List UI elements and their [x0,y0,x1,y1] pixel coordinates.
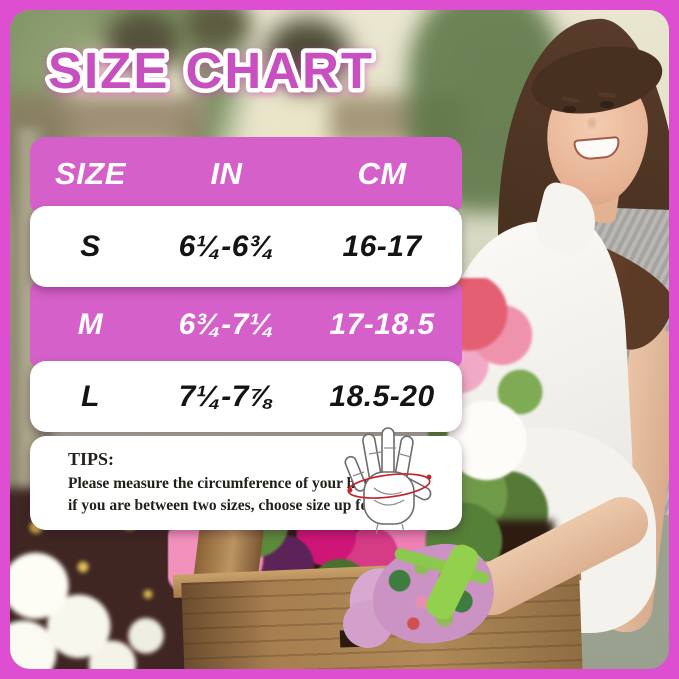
column-header-in: IN [210,156,243,191]
cell-cm: 17-18.5 [329,308,435,341]
tips-line-1: Please measure the circumference of your… [68,475,391,492]
cell-cm: 18.5-20 [329,379,435,413]
table-row-size-m: M 6¾-7¼ 17-18.5 [30,283,462,367]
cell-size: L [81,379,100,413]
cell-cm: 16-17 [342,229,422,263]
cell-inches: 7¼-7⅞ [178,379,275,413]
hand-circumference-measure-icon [344,427,432,535]
woman-eye [563,106,576,113]
woman-eye [600,101,614,108]
size-chart-header-row: SIZE IN CM [30,137,462,211]
branch-blur [185,10,250,50]
table-row-size-l: L 7¼-7⅞ 18.5-20 [30,361,462,432]
column-header-cm: CM [357,156,407,191]
cell-size: S [80,229,101,263]
cell-size: M [77,308,104,341]
table-row-size-s: S 6¼-6¾ 16-17 [30,206,462,287]
branch-blur [105,10,180,72]
tips-heading: TIPS: [68,449,115,469]
page-title-text: SIZE CHART [48,42,374,99]
woman-nose [587,114,597,132]
tips-text: TIPS: Please measure the circumference o… [68,449,398,518]
column-header-size: SIZE [55,156,126,191]
page-title: SIZE CHART [44,38,377,104]
tips-box: TIPS: Please measure the circumference o… [30,427,462,535]
tips-line-2: if you are between two sizes, choose siz… [68,497,398,515]
cell-inches: 6¼-6¾ [178,229,275,263]
cell-inches: 6¾-7¼ [178,308,275,341]
branch-blur [265,18,350,90]
